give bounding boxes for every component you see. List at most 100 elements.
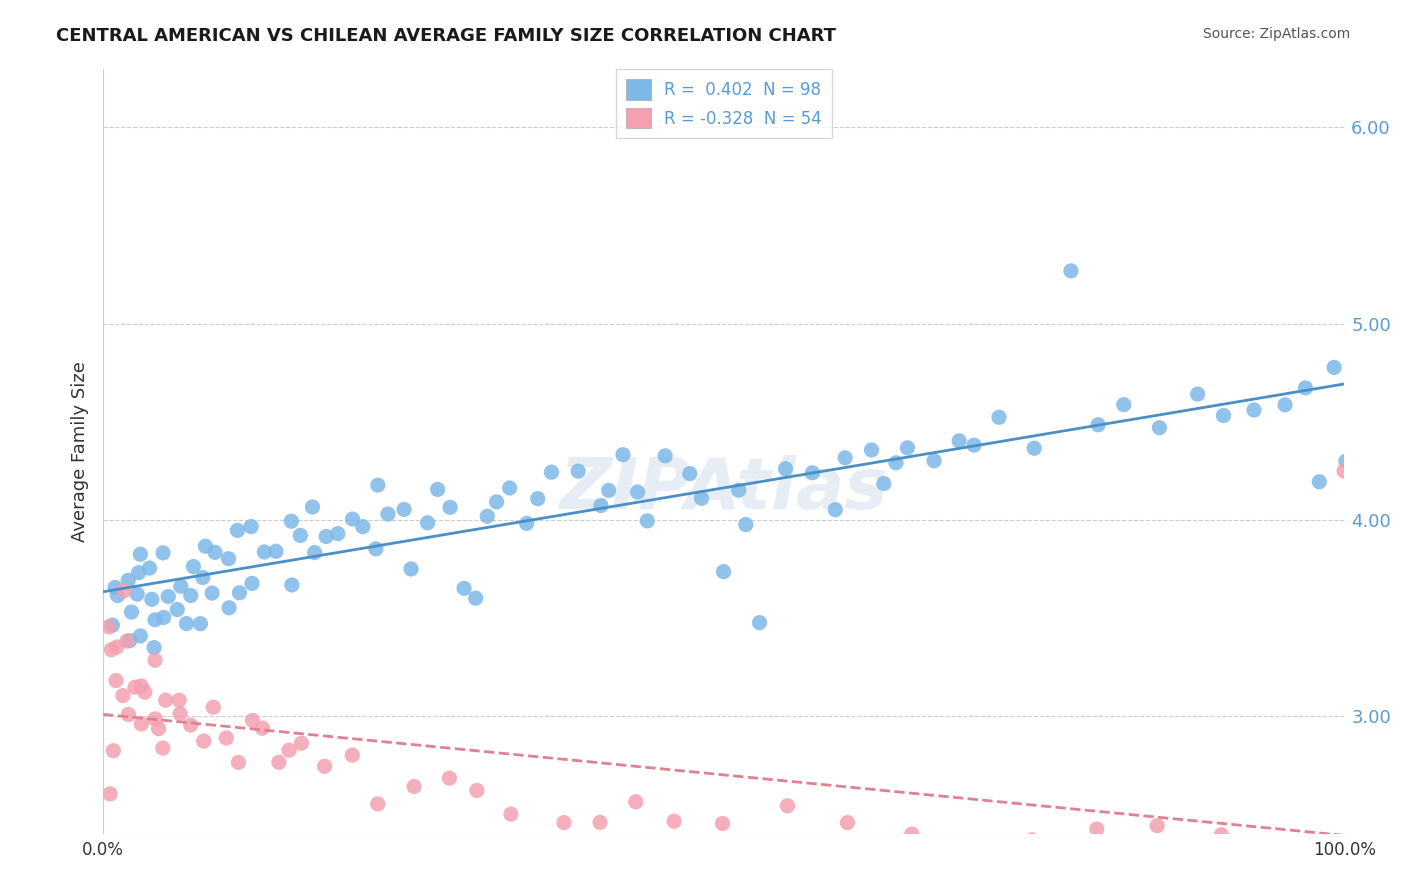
Point [226,524,249,538]
Point [727,483,749,498]
Point [598,483,620,498]
Point [101,618,124,632]
Point [253,545,276,559]
Point [1243,403,1265,417]
Point [128,566,150,580]
Point [190,616,212,631]
Text: ZIPAtlas: ZIPAtlas [560,455,889,524]
Point [901,827,924,841]
Point [98,787,121,801]
Point [626,485,648,500]
Point [143,640,166,655]
Point [143,712,166,726]
Point [138,561,160,575]
Point [1085,822,1108,836]
Point [589,499,612,513]
Point [100,642,122,657]
Point [105,640,128,654]
Point [734,517,756,532]
Point [654,449,676,463]
Point [152,610,174,624]
Point [1333,464,1355,478]
Point [215,731,238,745]
Point [97,620,120,634]
Point [801,466,824,480]
Point [193,734,215,748]
Point [201,586,224,600]
Point [148,722,170,736]
Point [107,589,129,603]
Point [1274,398,1296,412]
Point [499,481,522,495]
Legend: R =  0.402  N = 98, R = -0.328  N = 54: R = 0.402 N = 98, R = -0.328 N = 54 [616,70,832,138]
Point [465,783,488,797]
Point [402,780,425,794]
Point [242,714,264,728]
Point [240,576,263,591]
Point [143,653,166,667]
Point [143,613,166,627]
Point [1271,837,1294,851]
Point [962,835,984,849]
Point [439,500,461,515]
Point [129,629,152,643]
Point [180,718,202,732]
Point [252,721,274,735]
Point [204,545,226,559]
Point [104,581,127,595]
Point [180,589,202,603]
Point [922,454,945,468]
Point [191,570,214,584]
Point [352,519,374,533]
Point [713,565,735,579]
Point [1212,409,1234,423]
Point [218,551,240,566]
Point [278,743,301,757]
Point [129,679,152,693]
Point [824,502,846,516]
Point [281,578,304,592]
Point [152,546,174,560]
Point [553,815,575,830]
Point [399,562,422,576]
Point [267,756,290,770]
Point [416,516,439,530]
Point [837,815,859,830]
Point [873,476,896,491]
Point [1211,828,1233,842]
Point [115,634,138,648]
Point [326,526,349,541]
Point [499,807,522,822]
Point [377,507,399,521]
Point [117,574,139,588]
Point [988,410,1011,425]
Point [155,693,177,707]
Point [884,456,907,470]
Point [342,748,364,763]
Point [127,587,149,601]
Point [711,816,734,830]
Point [117,707,139,722]
Point [526,491,548,506]
Point [304,545,326,559]
Point [1024,441,1046,455]
Point [152,741,174,756]
Point [240,519,263,533]
Point [264,544,287,558]
Point [134,685,156,699]
Point [624,795,647,809]
Point [301,500,323,514]
Point [1087,417,1109,432]
Point [141,592,163,607]
Point [367,478,389,492]
Point [1187,387,1209,401]
Point [1294,381,1316,395]
Point [121,605,143,619]
Point [228,586,250,600]
Point [157,590,180,604]
Point [426,483,449,497]
Point [1334,454,1357,468]
Point [290,528,312,542]
Point [679,467,702,481]
Point [131,717,153,731]
